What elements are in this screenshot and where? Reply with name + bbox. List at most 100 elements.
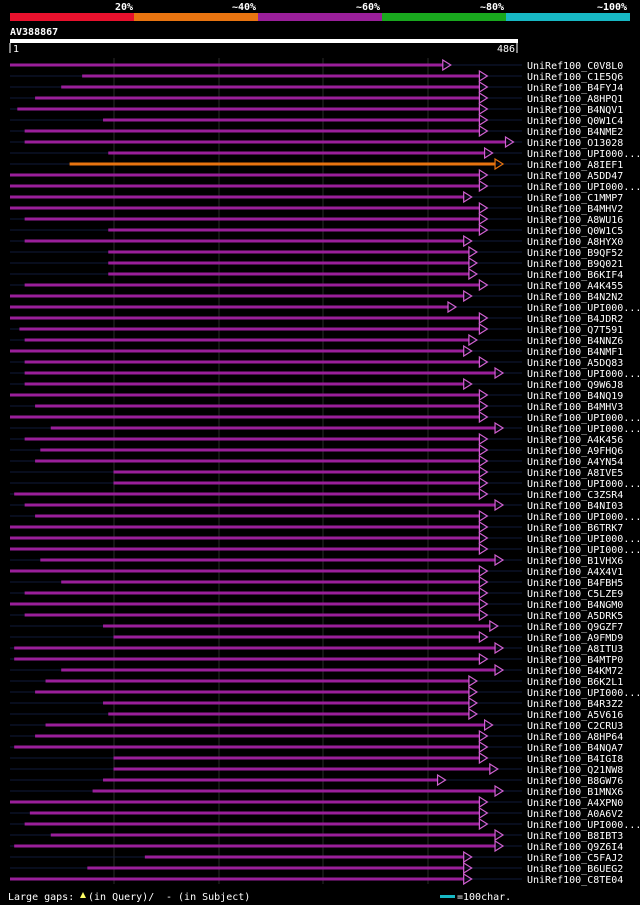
hit-bar[interactable] [17,107,480,111]
hit-bar[interactable] [24,503,496,507]
hit-bar[interactable] [14,492,480,496]
hit-label[interactable]: UniRef100_C1E5Q6 [527,72,623,83]
hit-bar[interactable] [24,239,464,243]
hit-label[interactable]: UniRef100_B6KIF4 [527,270,623,281]
hit-label[interactable]: UniRef100_B8IBT3 [527,831,623,842]
hit-bar[interactable] [40,558,496,562]
hit-bar[interactable] [10,316,480,320]
hit-label[interactable]: UniRef100_B4N2N2 [527,292,623,303]
hit-bar[interactable] [24,283,480,287]
hit-label[interactable]: UniRef100_O13028 [527,138,623,149]
hit-bar[interactable] [69,162,496,166]
hit-label[interactable]: UniRef100_A5DQ83 [527,358,623,369]
hit-bar[interactable] [61,85,480,89]
hit-bar[interactable] [19,327,480,331]
hit-label[interactable]: UniRef100_B4NQA7 [527,743,623,754]
hit-bar[interactable] [24,822,480,826]
hit-label[interactable]: UniRef100_A5V616 [527,710,623,721]
hit-label[interactable]: UniRef100_A9FHQ6 [527,446,623,457]
hit-label[interactable]: UniRef100_Q9Z6I4 [527,842,623,853]
hit-bar[interactable] [10,525,480,529]
hit-bar[interactable] [35,514,480,518]
hit-bar[interactable] [10,195,464,199]
hit-label[interactable]: UniRef100_UPI000... [527,534,640,545]
hit-bar[interactable] [61,580,480,584]
hit-bar[interactable] [24,140,506,144]
hit-bar[interactable] [10,173,480,177]
hit-bar[interactable] [10,349,464,353]
hit-label[interactable]: UniRef100_Q7T591 [527,325,623,336]
hit-label[interactable]: UniRef100_C5FAJ2 [527,853,623,864]
hit-label[interactable]: UniRef100_C1MMP7 [527,193,623,204]
hit-label[interactable]: UniRef100_B6UEG2 [527,864,623,875]
hit-label[interactable]: UniRef100_B4NGM0 [527,600,623,611]
hit-bar[interactable] [108,228,480,232]
hit-bar[interactable] [29,811,480,815]
hit-label[interactable]: UniRef100_C3ZSR4 [527,490,623,501]
hit-bar[interactable] [82,74,480,78]
hit-label[interactable]: UniRef100_A9FMD9 [527,633,623,644]
hit-label[interactable]: UniRef100_B4NME2 [527,127,623,138]
hit-label[interactable]: UniRef100_A8WU16 [527,215,623,226]
hit-bar[interactable] [103,778,438,782]
hit-label[interactable]: UniRef100_B6TRK7 [527,523,623,534]
hit-bar[interactable] [14,844,496,848]
hit-bar[interactable] [10,800,480,804]
hit-bar[interactable] [40,448,480,452]
hit-bar[interactable] [24,129,480,133]
hit-label[interactable]: UniRef100_B4MHV3 [527,402,623,413]
hit-bar[interactable] [113,470,480,474]
hit-bar[interactable] [113,767,490,771]
hit-bar[interactable] [10,305,449,309]
hit-bar[interactable] [35,734,480,738]
hit-bar[interactable] [10,294,464,298]
hit-bar[interactable] [35,459,480,463]
hit-label[interactable]: UniRef100_A5DD47 [527,171,623,182]
hit-bar[interactable] [10,415,480,419]
hit-label[interactable]: UniRef100_UPI000... [527,479,640,490]
hit-label[interactable]: UniRef100_UPI000... [527,303,640,314]
hit-label[interactable]: UniRef100_Q0W1C4 [527,116,623,127]
hit-label[interactable]: UniRef100_A4K455 [527,281,623,292]
hit-bar[interactable] [24,371,496,375]
hit-bar[interactable] [108,261,469,265]
hit-bar[interactable] [24,613,480,617]
hit-label[interactable]: UniRef100_Q0W1C5 [527,226,623,237]
hit-bar[interactable] [45,679,469,683]
hit-bar[interactable] [24,382,464,386]
hit-label[interactable]: UniRef100_B1VHX6 [527,556,623,567]
hit-bar[interactable] [92,789,496,793]
hit-bar[interactable] [61,668,496,672]
hit-bar[interactable] [14,646,496,650]
hit-bar[interactable] [14,657,480,661]
hit-bar[interactable] [108,712,469,716]
hit-label[interactable]: UniRef100_B9Q021 [527,259,623,270]
hit-bar[interactable] [10,547,480,551]
hit-label[interactable]: UniRef100_Q9W6J8 [527,380,623,391]
hit-bar[interactable] [108,151,485,155]
hit-label[interactable]: UniRef100_UPI000... [527,820,640,831]
hit-bar[interactable] [14,745,480,749]
hit-label[interactable]: UniRef100_A4K456 [527,435,623,446]
hit-bar[interactable] [144,855,464,859]
hit-label[interactable]: UniRef100_UPI000... [527,182,640,193]
hit-label[interactable]: UniRef100_A8HYX0 [527,237,623,248]
hit-label[interactable]: UniRef100_UPI000... [527,149,640,160]
hit-label[interactable]: UniRef100_UPI000... [527,512,640,523]
hit-label[interactable]: UniRef100_A8HPQ1 [527,94,623,105]
hit-label[interactable]: UniRef100_B4FBH5 [527,578,623,589]
hit-label[interactable]: UniRef100_A4YN54 [527,457,623,468]
hit-label[interactable]: UniRef100_A8HP64 [527,732,623,743]
hit-bar[interactable] [103,118,480,122]
hit-label[interactable]: UniRef100_B8GW76 [527,776,623,787]
hit-label[interactable]: UniRef100_UPI000... [527,413,640,424]
hit-bar[interactable] [113,756,480,760]
hit-bar[interactable] [10,206,480,210]
hit-label[interactable]: UniRef100_UPI000... [527,688,640,699]
hit-bar[interactable] [24,338,469,342]
hit-bar[interactable] [108,250,469,254]
hit-label[interactable]: UniRef100_Q9GZF7 [527,622,623,633]
hit-bar[interactable] [35,690,469,694]
hit-bar[interactable] [10,602,480,606]
hit-label[interactable]: UniRef100_B1MNX6 [527,787,623,798]
